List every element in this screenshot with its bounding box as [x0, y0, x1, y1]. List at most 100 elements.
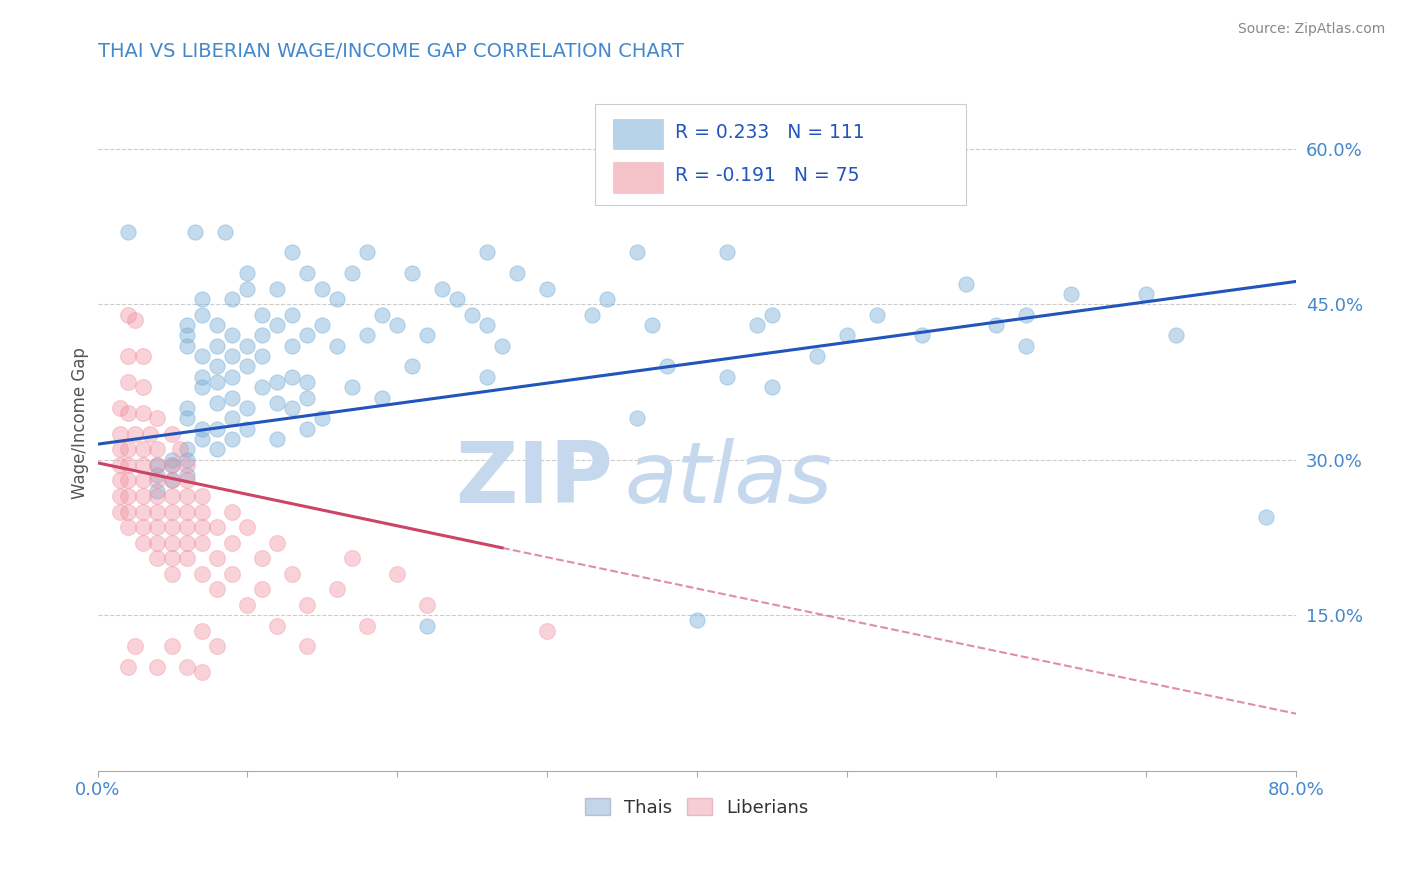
Point [108, 489, 131, 503]
Point [117, 406, 139, 420]
Point [146, 520, 169, 534]
Point [191, 432, 214, 446]
Point [176, 489, 198, 503]
Point [176, 551, 198, 566]
Point [221, 369, 243, 384]
Text: THAI VS LIBERIAN WAGE/INCOME GAP CORRELATION CHART: THAI VS LIBERIAN WAGE/INCOME GAP CORRELA… [97, 42, 683, 61]
Point [117, 375, 139, 389]
Point [191, 504, 214, 518]
Point [162, 458, 184, 472]
Point [139, 426, 162, 441]
Point [146, 442, 169, 457]
Point [356, 618, 378, 632]
Point [131, 349, 153, 363]
Point [446, 292, 468, 306]
Point [207, 359, 229, 374]
Point [266, 432, 288, 446]
Point [207, 318, 229, 332]
Point [146, 489, 169, 503]
Point [207, 551, 229, 566]
Point [221, 432, 243, 446]
Point [146, 535, 169, 549]
Point [146, 504, 169, 518]
Point [221, 535, 243, 549]
Point [342, 266, 364, 280]
Point [162, 426, 184, 441]
Point [117, 489, 139, 503]
Point [371, 391, 394, 405]
Point [117, 458, 139, 472]
Point [124, 426, 146, 441]
Point [162, 566, 184, 581]
Point [146, 468, 169, 483]
Point [475, 369, 498, 384]
FancyBboxPatch shape [595, 104, 966, 204]
Point [491, 339, 513, 353]
Point [191, 308, 214, 322]
Point [385, 566, 408, 581]
Legend: Thais, Liberians: Thais, Liberians [578, 791, 815, 824]
Point [716, 245, 738, 260]
Point [176, 660, 198, 674]
Point [176, 339, 198, 353]
Text: Source: ZipAtlas.com: Source: ZipAtlas.com [1237, 22, 1385, 37]
Point [281, 401, 304, 415]
Point [835, 328, 858, 343]
Point [475, 318, 498, 332]
Point [176, 442, 198, 457]
FancyBboxPatch shape [613, 162, 664, 193]
Point [221, 391, 243, 405]
Point [207, 582, 229, 597]
Point [252, 349, 274, 363]
Text: R = -0.191   N = 75: R = -0.191 N = 75 [675, 167, 859, 186]
Point [655, 359, 678, 374]
Text: atlas: atlas [624, 437, 832, 521]
Point [108, 401, 131, 415]
Point [207, 422, 229, 436]
Point [342, 380, 364, 394]
Point [536, 282, 558, 296]
Point [191, 535, 214, 549]
Point [536, 624, 558, 638]
Point [221, 292, 243, 306]
Point [117, 520, 139, 534]
Point [266, 535, 288, 549]
Point [146, 660, 169, 674]
Point [191, 292, 214, 306]
Point [176, 535, 198, 549]
Point [297, 266, 319, 280]
Point [117, 349, 139, 363]
Point [221, 504, 243, 518]
Point [252, 380, 274, 394]
Point [131, 474, 153, 488]
Point [214, 225, 236, 239]
Point [416, 328, 439, 343]
Point [430, 282, 453, 296]
Point [162, 474, 184, 488]
Point [461, 308, 484, 322]
Point [281, 566, 304, 581]
Point [162, 489, 184, 503]
Point [146, 551, 169, 566]
Point [252, 328, 274, 343]
Point [385, 318, 408, 332]
Point [207, 375, 229, 389]
Point [191, 422, 214, 436]
Point [416, 618, 439, 632]
Point [311, 411, 333, 425]
Point [297, 640, 319, 654]
Point [131, 489, 153, 503]
Point [342, 551, 364, 566]
Point [108, 474, 131, 488]
Point [176, 452, 198, 467]
Point [311, 318, 333, 332]
Point [236, 401, 259, 415]
Point [1135, 286, 1157, 301]
Point [162, 640, 184, 654]
Point [146, 474, 169, 488]
Point [221, 349, 243, 363]
Point [401, 266, 423, 280]
Point [176, 318, 198, 332]
Point [117, 442, 139, 457]
Point [162, 452, 184, 467]
